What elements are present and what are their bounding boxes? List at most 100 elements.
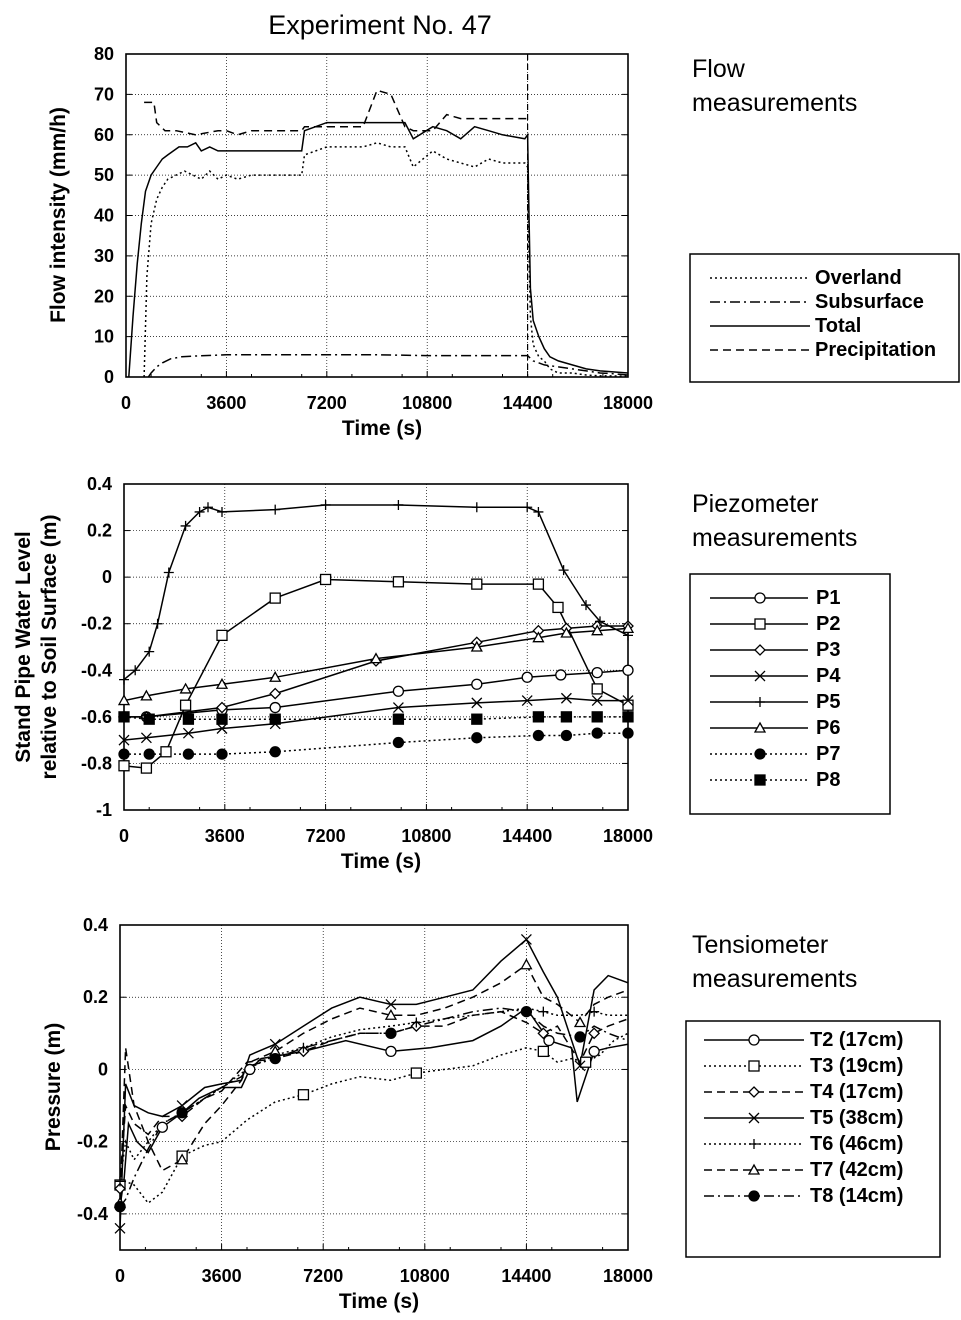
series-line-t7 [120,963,628,1204]
data-point-p2 [622,699,634,711]
data-point-p8 [622,711,634,723]
data-point-p4 [182,727,194,739]
x-tick-label: 3600 [202,1266,242,1286]
y-tick-label: 70 [94,84,114,104]
data-point-p1 [521,671,533,683]
legend-marker [748,1190,760,1202]
data-point-p8 [143,713,155,725]
data-point-t3 [297,1089,310,1101]
data-point-p6 [140,689,153,701]
y-tick-label: 0 [102,567,112,587]
x-axis-label: Time (s) [341,850,421,873]
data-point-t7 [520,958,533,970]
data-point-p2 [160,746,172,758]
data-point-p4 [622,695,634,707]
data-point-p7 [560,729,573,742]
legend-label: T8 (14cm) [810,1185,903,1207]
x-tick-label: 0 [115,1266,125,1286]
legend-label: P6 [816,717,840,739]
series-line-overland [143,142,628,378]
tensiometer-section-label-line2: measurements [692,965,858,993]
data-point-p2 [140,762,153,774]
data-point-t8 [114,1201,126,1213]
legend-label: Subsurface [815,291,924,313]
legend-label: T4 (17cm) [810,1081,903,1103]
y-tick-label: 0.4 [83,915,108,935]
data-point-t8 [385,1027,397,1039]
data-point-p8 [216,713,228,725]
data-point-t5 [520,933,532,945]
data-point-p1 [269,701,281,714]
data-point-t6 [589,1006,600,1017]
x-tick-label: 0 [121,393,131,413]
y-axis-label: Stand Pipe Water Level [12,531,35,762]
data-point-t2 [244,1063,256,1076]
data-point-p6 [470,640,483,652]
legend-label: Precipitation [815,339,936,361]
data-point-p5 [320,499,331,510]
x-tick-label: 7200 [307,393,347,413]
legend-box [689,573,891,815]
y-tick-label: -0.2 [81,614,112,634]
x-tick-label: 18000 [603,826,653,846]
data-point-p6 [532,631,545,643]
data-point-t2 [588,1045,600,1058]
x-axis-label: Time (s) [339,1290,419,1313]
y-tick-label: -1 [96,800,112,820]
data-point-p4 [392,702,404,714]
data-point-p2 [269,592,281,604]
tensiometer-section-label: Tensiometer measurements [692,928,952,996]
legend-marker [753,721,767,733]
data-point-p5 [163,567,174,578]
legend-label: T3 (19cm) [810,1055,903,1077]
legend-marker [749,1139,759,1149]
y-tick-label: 0.4 [87,474,112,494]
series-line-p7 [124,732,628,755]
data-point-t5 [114,1222,126,1234]
y-tick-label: 30 [94,246,114,266]
data-point-p5 [270,504,281,515]
data-point-p7 [269,746,281,758]
legend-marker [754,774,766,786]
series-line-p1 [124,669,628,718]
legend-label: P1 [816,587,840,609]
data-point-t7 [384,1008,398,1020]
y-tick-label: -0.4 [81,660,112,680]
legend-label: Total [815,315,861,337]
legend-label: T6 (46cm) [810,1133,903,1155]
legend-marker [754,592,766,604]
y-tick-label: 20 [94,286,114,306]
data-point-t5 [385,998,397,1010]
data-point-t8 [574,1031,586,1043]
data-point-p1 [471,678,483,690]
data-point-p6 [269,670,282,682]
legend-marker [748,1034,760,1046]
data-point-p6 [621,622,635,634]
series-line-subsurface [147,354,628,378]
data-point-p4 [591,695,603,707]
plot-frame [123,483,629,811]
legend-marker [748,1112,760,1124]
legend-label: P3 [816,639,840,661]
data-point-p8 [182,713,195,725]
y-tick-label: 50 [94,165,114,185]
piezometer-section-label: Piezometer measurements [692,487,952,555]
y-tick-label: 0 [104,367,114,387]
data-point-p5 [152,618,163,629]
x-tick-label: 14400 [503,393,553,413]
data-point-t6 [538,1006,549,1017]
figure-title: Experiment No. 47 [268,10,492,40]
data-point-p7 [392,736,405,749]
y-tick-label: -0.2 [77,1132,108,1152]
data-point-p2 [319,573,332,586]
y-tick-label: -0.4 [77,1204,108,1224]
data-point-p8 [591,711,603,723]
data-point-p5 [471,502,482,513]
data-point-p3 [269,687,282,700]
legend-marker [748,1060,760,1072]
x-tick-label: 0 [119,826,129,846]
data-point-t4 [537,1027,550,1040]
plot-frame [119,924,629,1251]
flow-section-label: Flow measurements [692,52,952,120]
tensio-chart: 0 3600 7200 10800 14400 18000 -0.4 -0.2 0 0.2 0.4 T… [42,915,941,1313]
